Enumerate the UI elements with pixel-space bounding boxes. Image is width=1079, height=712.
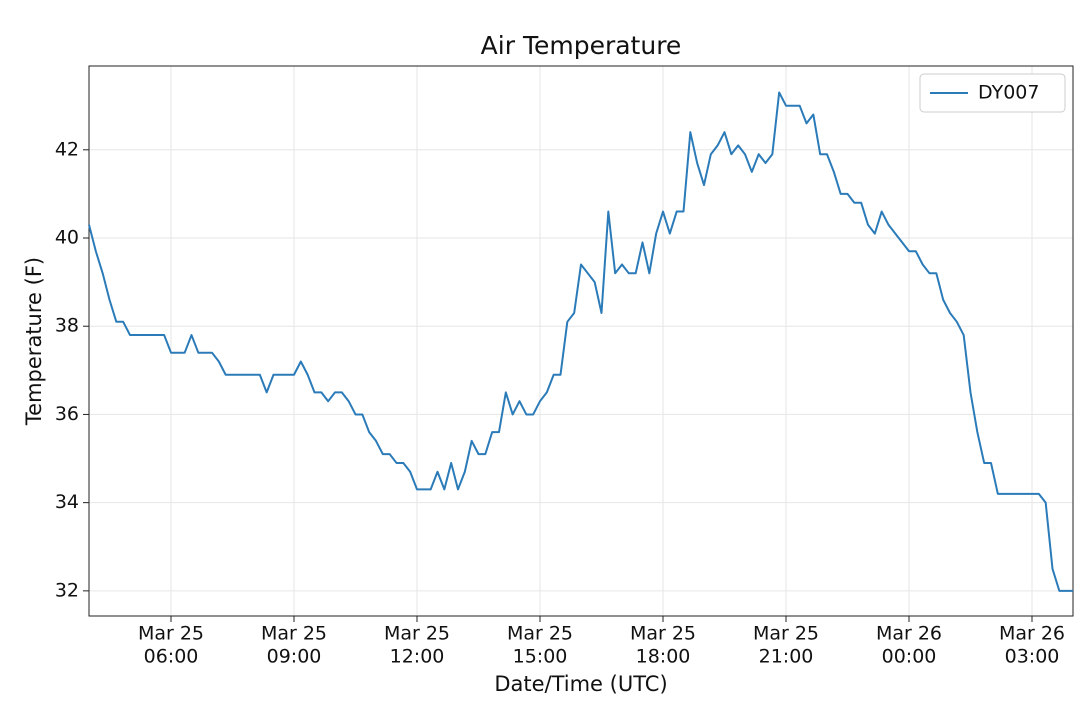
y-tick-label: 36 bbox=[55, 403, 79, 425]
x-tick-label: Mar 25 bbox=[753, 623, 819, 645]
x-tick-label: Mar 25 bbox=[384, 623, 450, 645]
x-tick-label: 12:00 bbox=[390, 646, 445, 668]
x-tick-label: Mar 25 bbox=[261, 623, 327, 645]
x-axis-label: Date/Time (UTC) bbox=[494, 672, 667, 696]
plot-frame bbox=[88, 65, 1074, 617]
y-tick-label: 34 bbox=[55, 491, 79, 513]
legend-label: DY007 bbox=[978, 82, 1039, 104]
data-line bbox=[88, 91, 1073, 592]
x-tick-label: Mar 25 bbox=[507, 623, 573, 645]
x-tick-label: 00:00 bbox=[882, 646, 937, 668]
x-tick-label: 21:00 bbox=[759, 646, 814, 668]
y-tick-label: 40 bbox=[55, 227, 79, 249]
legend: DY007 bbox=[919, 73, 1066, 113]
x-tick-label: Mar 26 bbox=[876, 623, 942, 645]
x-tick-label: 03:00 bbox=[1005, 646, 1060, 668]
x-tick-label: Mar 26 bbox=[999, 623, 1065, 645]
y-axis-label: Temperature (F) bbox=[22, 257, 46, 426]
x-tick-label: Mar 25 bbox=[630, 623, 696, 645]
chart-title: Air Temperature bbox=[481, 31, 682, 60]
y-tick-label: 38 bbox=[55, 315, 79, 337]
x-tick-label: 06:00 bbox=[144, 646, 199, 668]
y-tick-label: 32 bbox=[55, 579, 79, 601]
legend-box bbox=[919, 73, 1066, 113]
y-tick-label: 42 bbox=[55, 138, 79, 160]
x-tick-label: Mar 25 bbox=[138, 623, 204, 645]
x-tick-label: 15:00 bbox=[513, 646, 568, 668]
x-tick-label: 18:00 bbox=[636, 646, 691, 668]
x-tick-label: 09:00 bbox=[267, 646, 322, 668]
